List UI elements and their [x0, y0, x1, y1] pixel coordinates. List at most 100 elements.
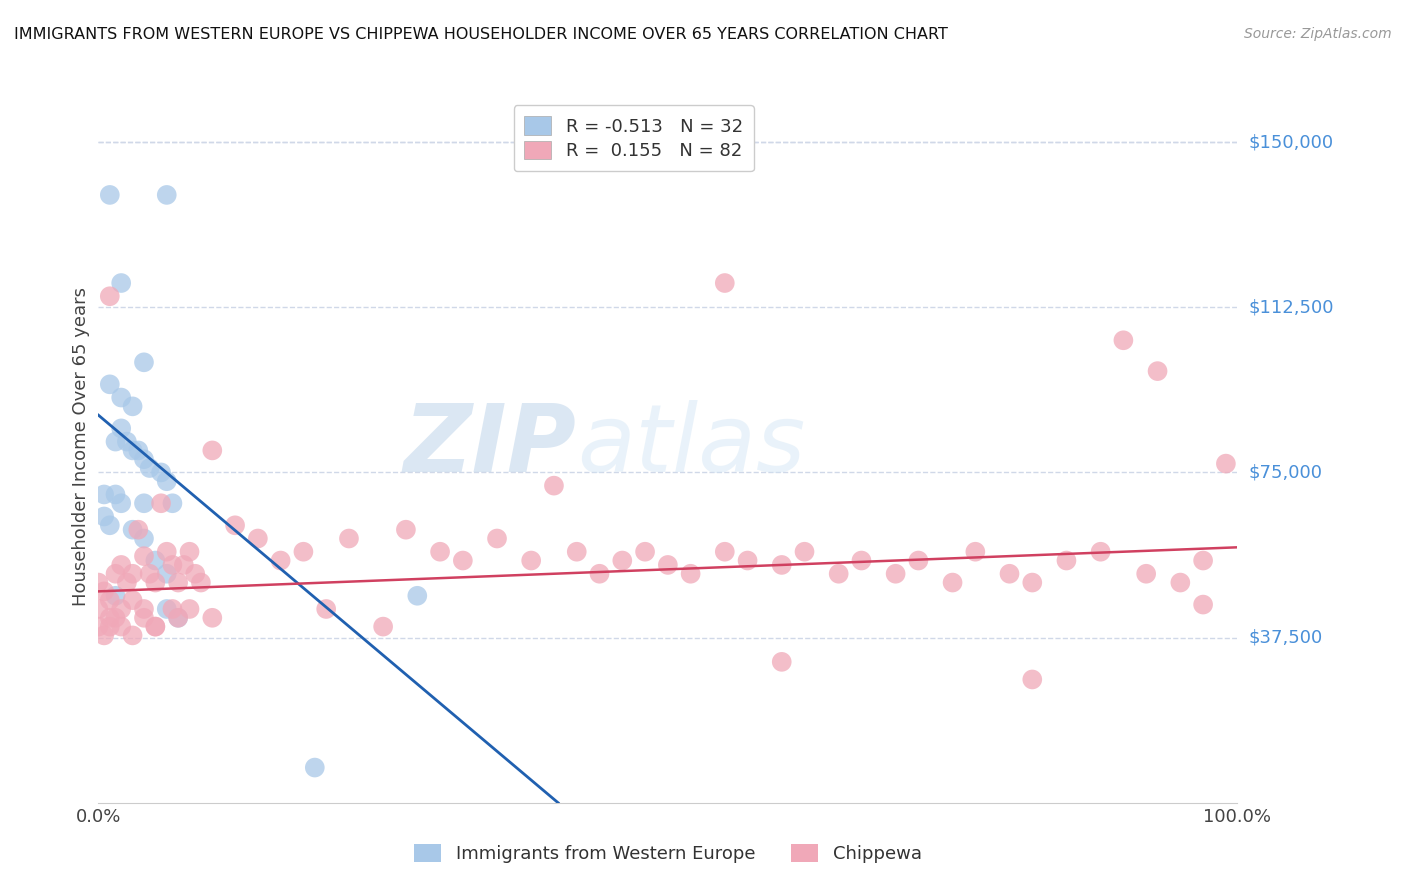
Point	[145, 553, 167, 567]
Point	[565, 545, 588, 559]
Point	[98, 377, 121, 392]
Point	[1090, 545, 1112, 559]
Point	[110, 496, 132, 510]
Point	[190, 575, 212, 590]
Point	[156, 602, 179, 616]
Point	[110, 558, 132, 572]
Point	[93, 628, 115, 642]
Point	[714, 545, 737, 559]
Point	[156, 545, 179, 559]
Point	[104, 566, 127, 581]
Point	[138, 461, 160, 475]
Text: ZIP: ZIP	[404, 400, 576, 492]
Point	[998, 566, 1021, 581]
Point	[145, 575, 167, 590]
Point	[162, 602, 184, 616]
Point	[98, 611, 121, 625]
Point	[121, 400, 143, 414]
Text: Source: ZipAtlas.com: Source: ZipAtlas.com	[1244, 27, 1392, 41]
Point	[127, 523, 149, 537]
Point	[588, 566, 610, 581]
Point	[121, 443, 143, 458]
Y-axis label: Householder Income Over 65 years: Householder Income Over 65 years	[72, 286, 90, 606]
Point	[246, 532, 269, 546]
Point	[121, 593, 143, 607]
Point	[270, 553, 292, 567]
Point	[634, 545, 657, 559]
Point	[150, 496, 173, 510]
Point	[98, 289, 121, 303]
Point	[1192, 553, 1215, 567]
Point	[104, 589, 127, 603]
Point	[612, 553, 634, 567]
Point	[132, 611, 155, 625]
Text: $150,000: $150,000	[1249, 133, 1333, 151]
Point	[87, 575, 110, 590]
Point	[132, 549, 155, 563]
Point	[520, 553, 543, 567]
Point	[98, 188, 121, 202]
Point	[770, 655, 793, 669]
Point	[679, 566, 702, 581]
Point	[965, 545, 987, 559]
Point	[884, 566, 907, 581]
Point	[315, 602, 337, 616]
Point	[110, 391, 132, 405]
Point	[104, 487, 127, 501]
Point	[93, 584, 115, 599]
Point	[657, 558, 679, 572]
Text: $37,500: $37,500	[1249, 629, 1323, 647]
Point	[714, 276, 737, 290]
Point	[156, 475, 179, 489]
Point	[828, 566, 851, 581]
Point	[138, 566, 160, 581]
Point	[337, 532, 360, 546]
Point	[179, 602, 201, 616]
Point	[793, 545, 815, 559]
Point	[486, 532, 509, 546]
Point	[167, 611, 190, 625]
Point	[87, 602, 110, 616]
Point	[104, 611, 127, 625]
Point	[121, 523, 143, 537]
Point	[162, 558, 184, 572]
Point	[162, 496, 184, 510]
Point	[429, 545, 451, 559]
Point	[770, 558, 793, 572]
Point	[110, 276, 132, 290]
Point	[201, 611, 224, 625]
Point	[224, 518, 246, 533]
Point	[1146, 364, 1168, 378]
Text: atlas: atlas	[576, 401, 806, 491]
Point	[304, 760, 326, 774]
Point	[132, 496, 155, 510]
Point	[115, 575, 138, 590]
Point	[737, 553, 759, 567]
Point	[184, 566, 207, 581]
Point	[145, 619, 167, 633]
Point	[98, 619, 121, 633]
Point	[543, 478, 565, 492]
Point	[1112, 333, 1135, 347]
Point	[201, 443, 224, 458]
Point	[167, 611, 190, 625]
Point	[907, 553, 929, 567]
Point	[132, 532, 155, 546]
Point	[1054, 553, 1078, 567]
Point	[156, 566, 179, 581]
Point	[1021, 575, 1043, 590]
Point	[98, 518, 121, 533]
Point	[1135, 566, 1157, 581]
Point	[132, 452, 155, 467]
Point	[156, 188, 179, 202]
Point	[1170, 575, 1192, 590]
Point	[451, 553, 474, 567]
Point	[98, 593, 121, 607]
Point	[104, 434, 127, 449]
Point	[121, 566, 143, 581]
Point	[110, 619, 132, 633]
Point	[173, 558, 195, 572]
Point	[406, 589, 429, 603]
Point	[93, 487, 115, 501]
Point	[132, 602, 155, 616]
